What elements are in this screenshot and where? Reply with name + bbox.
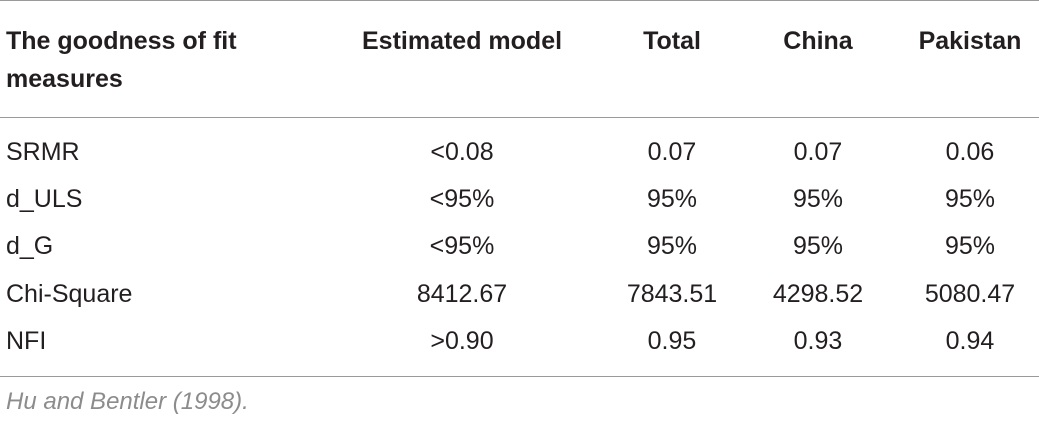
data-cell: 8412.67 — [416, 280, 508, 308]
data-cell: 0.06 — [945, 138, 995, 166]
data-cell: >0.90 — [430, 327, 494, 355]
data-cell: 95% — [944, 232, 996, 260]
data-cell: 7843.51 — [626, 280, 718, 308]
footnote: Hu and Bentler (1998). — [6, 388, 249, 415]
data-cell: 95% — [792, 185, 844, 213]
data-cell: 95% — [944, 185, 996, 213]
data-cell: 0.93 — [793, 327, 843, 355]
bottom-rule — [0, 376, 1039, 377]
data-cell: 95% — [792, 232, 844, 260]
data-cell: 5080.47 — [924, 280, 1016, 308]
header-cell: Estimated model — [362, 27, 563, 55]
header-cell: The goodness of fit measures — [6, 27, 237, 93]
data-cell: 95% — [646, 185, 698, 213]
row-label: Chi-Square — [6, 280, 133, 308]
data-cell: 0.94 — [945, 327, 995, 355]
data-cell: 0.07 — [647, 138, 697, 166]
row-label: d_ULS — [6, 185, 83, 213]
row-label: d_G — [6, 232, 54, 260]
data-cell: 95% — [646, 232, 698, 260]
row-label: NFI — [6, 327, 47, 355]
data-cell: <95% — [429, 185, 495, 213]
header-cell: China — [783, 27, 853, 55]
data-cell: 0.07 — [793, 138, 843, 166]
data-cell: <0.08 — [430, 138, 494, 166]
data-cell: <95% — [429, 232, 495, 260]
header-cell: Total — [643, 27, 701, 55]
data-cell: 0.95 — [647, 327, 697, 355]
top-rule — [0, 0, 1039, 1]
header-cell: Pakistan — [918, 27, 1022, 55]
header-rule — [0, 117, 1039, 118]
row-label: SRMR — [6, 138, 80, 166]
data-cell: 4298.52 — [772, 280, 864, 308]
